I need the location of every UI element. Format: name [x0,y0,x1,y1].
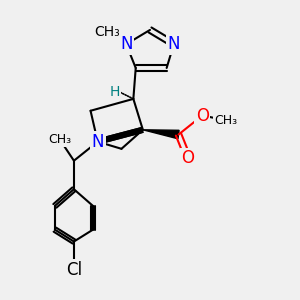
Text: O: O [182,149,194,167]
Text: CH₃: CH₃ [214,114,238,127]
Text: Cl: Cl [66,261,82,279]
Polygon shape [143,130,179,139]
Text: N: N [120,35,133,53]
Text: O: O [196,106,209,124]
Text: N: N [167,35,180,53]
Text: CH₃: CH₃ [48,133,71,146]
Text: H: H [109,85,119,99]
Text: CH₃: CH₃ [94,25,120,39]
Text: N: N [92,133,104,151]
